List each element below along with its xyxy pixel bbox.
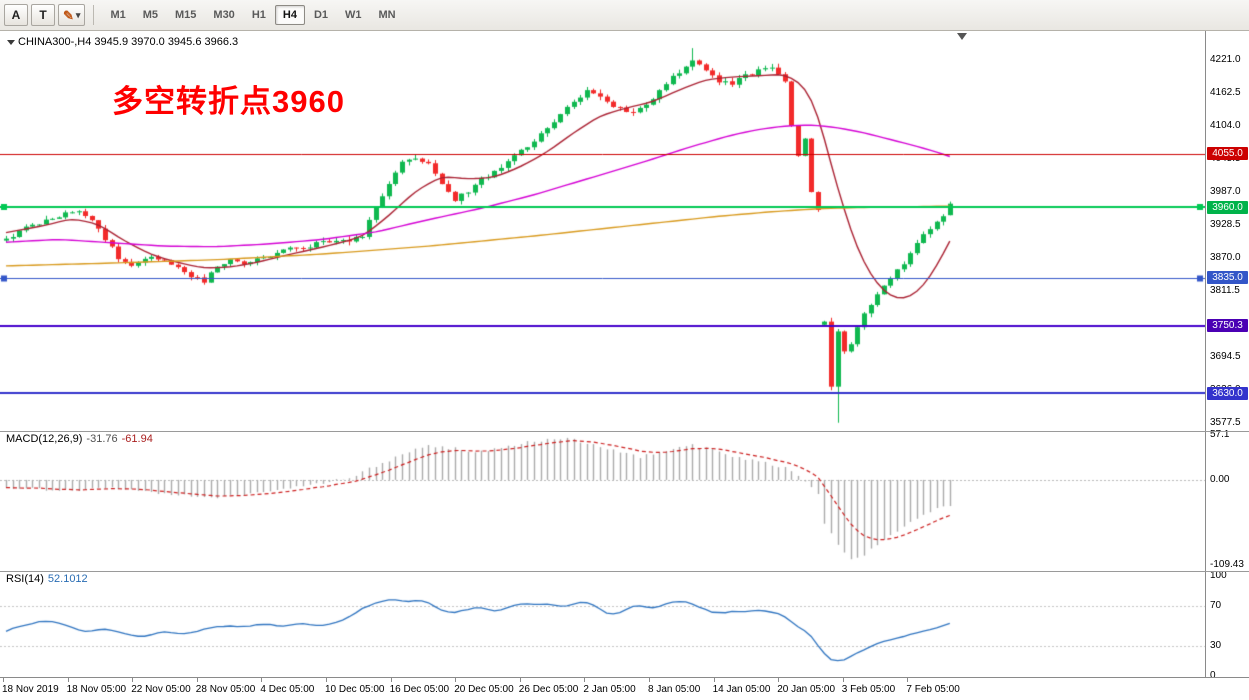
time-axis-label: 20 Jan 05:00 — [777, 684, 836, 695]
macd-scale-label: 57.1 — [1210, 429, 1230, 441]
time-axis-label: 20 Dec 05:00 — [454, 684, 514, 695]
time-axis-tick — [390, 678, 392, 682]
price-chart-canvas[interactable] — [0, 31, 1205, 431]
price-scale-label: 3928.5 — [1210, 219, 1241, 230]
annotation-text: 多空转折点3960 — [112, 84, 345, 119]
timeframe-m1[interactable]: M1 — [102, 5, 133, 25]
toolbar: A T ✎ ▾ M1 M5 M15 M30 H1 H4 D1 W1 MN — [0, 0, 1249, 31]
rsi-scale-label: 30 — [1210, 640, 1222, 651]
symbol-ohlc-label: CHINA300-,H4 3945.9 3970.0 3945.6 3966.3 — [7, 36, 238, 48]
time-axis-label: 4 Dec 05:00 — [260, 684, 315, 695]
price-scale-label: 3870.0 — [1210, 252, 1241, 263]
rsi-scale-label: 100 — [1210, 570, 1227, 581]
draw-tool-button[interactable]: ✎ ▾ — [58, 4, 86, 26]
timeframe-m5[interactable]: M5 — [135, 5, 166, 25]
time-axis-label: 8 Jan 05:00 — [648, 684, 701, 695]
rsi-name: RSI(14) — [6, 573, 44, 585]
rsi-scale-label: 0 — [1210, 670, 1216, 681]
time-axis-label: 26 Dec 05:00 — [518, 684, 579, 695]
price-line-label-badge: 4055.0 — [1207, 147, 1248, 161]
time-axis-tick — [132, 678, 134, 682]
timeframe-m15[interactable]: M15 — [167, 5, 204, 25]
timeframe-h1[interactable]: H1 — [244, 5, 274, 25]
price-scale-label: 3694.5 — [1210, 351, 1241, 362]
macd-indicator-canvas[interactable] — [0, 431, 1205, 571]
price-scale[interactable]: 4221.04162.54104.04045.53987.03928.53870… — [1205, 31, 1249, 681]
price-line-label-badge: 3960.0 — [1207, 200, 1248, 214]
time-axis-label: 16 Dec 05:00 — [389, 684, 450, 695]
macd-value-main: -31.76 — [86, 433, 118, 445]
price-scale-label: 4162.5 — [1210, 87, 1241, 98]
time-axis-label: 3 Feb 05:00 — [841, 684, 896, 695]
time-axis-tick — [261, 678, 263, 682]
macd-indicator-label: MACD(12,26,9) -31.76 -61.94 — [6, 433, 153, 445]
time-axis-label: 18 Nov 05:00 — [66, 684, 127, 695]
time-axis-tick — [3, 678, 4, 682]
time-axis-tick — [649, 678, 650, 682]
rsi-value: 52.1012 — [47, 573, 88, 585]
price-line-label-badge: 3750.3 — [1207, 319, 1248, 333]
timeframe-mn[interactable]: MN — [371, 5, 404, 25]
time-axis-tick — [907, 678, 909, 682]
pencil-icon: ✎ — [63, 7, 74, 23]
symbol-ohlc-text: CHINA300-,H4 3945.9 3970.0 3945.6 3966.3 — [18, 36, 239, 48]
chart-shift-marker-icon — [957, 33, 967, 40]
chevron-down-icon: ▾ — [75, 9, 81, 20]
price-line-label-badge: 3835.0 — [1207, 271, 1248, 285]
timeframe-group: M1 M5 M15 M30 H1 H4 D1 W1 MN — [102, 5, 403, 25]
macd-scale-label: -109.43 — [1210, 558, 1244, 570]
symbol-marker-icon — [7, 39, 15, 45]
timeframe-m30[interactable]: M30 — [205, 5, 242, 25]
time-axis-tick — [842, 678, 844, 682]
macd-value-signal: -61.94 — [121, 433, 153, 445]
timeframe-d1[interactable]: D1 — [306, 5, 336, 25]
time-axis-label: 28 Nov 05:00 — [195, 684, 256, 695]
price-scale-label: 4221.0 — [1210, 54, 1241, 65]
price-scale-label: 3811.5 — [1210, 285, 1240, 296]
time-axis-tick — [778, 678, 780, 682]
pane-separator-rsi[interactable] — [0, 571, 1249, 572]
time-axis-label: 10 Dec 05:00 — [325, 684, 385, 695]
macd-scale-label: 0.00 — [1210, 473, 1230, 485]
time-axis-tick — [67, 678, 69, 682]
price-scale-label: 4104.0 — [1210, 120, 1241, 131]
time-axis-tick — [519, 678, 521, 682]
time-axis-label: 2 Jan 05:00 — [583, 684, 636, 695]
time-axis-tick — [455, 678, 457, 682]
toolbar-separator — [93, 5, 95, 25]
timeframe-h4[interactable]: H4 — [274, 5, 305, 25]
rsi-indicator-label: RSI(14) 52.1012 — [6, 573, 88, 585]
time-axis-label: 18 Nov 2019 — [2, 684, 59, 695]
rsi-indicator-canvas[interactable] — [0, 571, 1205, 677]
macd-name: MACD(12,26,9) — [6, 433, 83, 445]
time-axis-tick — [326, 678, 327, 682]
price-line-label-badge: 3630.0 — [1207, 386, 1248, 400]
time-axis-label: 22 Nov 05:00 — [131, 684, 191, 695]
text-tool-button[interactable]: T — [31, 4, 55, 26]
timeframe-w1[interactable]: W1 — [337, 5, 370, 25]
label-tool-button[interactable]: A — [4, 4, 28, 26]
price-scale-label: 3987.0 — [1210, 186, 1241, 197]
time-axis[interactable]: 18 Nov 2019 18 Nov 05:00 22 Nov 05:00 28 No… — [0, 677, 1249, 700]
time-axis-label: 7 Feb 05:00 — [906, 684, 960, 695]
price-scale-label: 3577.5 — [1210, 417, 1241, 428]
time-axis-label: 14 Jan 05:00 — [712, 684, 771, 695]
time-axis-tick — [584, 678, 586, 682]
time-axis-tick — [196, 678, 198, 682]
time-axis-tick — [713, 678, 715, 682]
pane-separator-macd[interactable] — [0, 431, 1249, 432]
rsi-scale-label: 70 — [1210, 600, 1222, 611]
